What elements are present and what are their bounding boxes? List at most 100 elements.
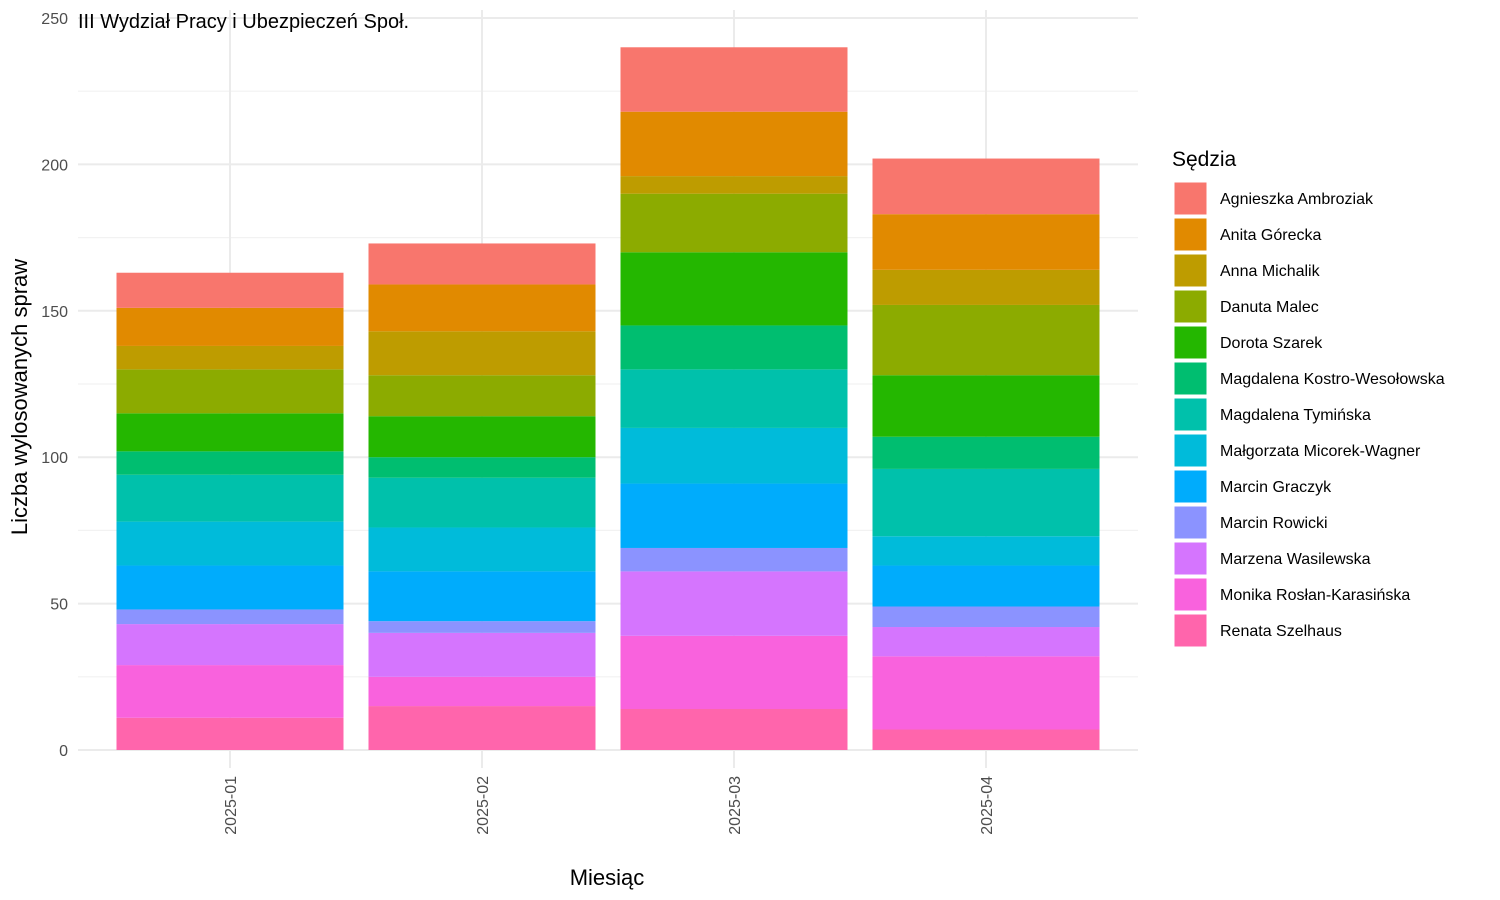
legend-swatch	[1173, 577, 1208, 612]
bar-segment	[116, 665, 344, 718]
bar-segment	[872, 729, 1100, 750]
y-tick-label: 200	[41, 157, 68, 174]
x-axis-ticks: 2025-01 2025-02 2025-03 2025-04	[223, 776, 996, 835]
bar-segment	[872, 269, 1100, 305]
y-tick-label: 50	[50, 597, 68, 614]
bar-segment	[872, 606, 1100, 628]
bar-segment	[368, 477, 596, 528]
legend-swatch	[1173, 541, 1208, 576]
bar-segment	[116, 474, 344, 522]
legend-item: Magdalena Kostro-Wesołowska	[1173, 361, 1445, 396]
legend-label: Marcin Rowicki	[1220, 515, 1328, 532]
bar-segment	[116, 565, 344, 610]
legend-swatch	[1173, 217, 1208, 252]
legend-item: Danuta Malec	[1173, 289, 1319, 324]
bar-segment	[872, 656, 1100, 730]
legend-label: Marcin Graczyk	[1220, 479, 1332, 496]
legend-label: Magdalena Kostro-Wesołowska	[1220, 371, 1445, 388]
chart-title: III Wydział Pracy i Ubezpieczeń Społ.	[78, 11, 409, 33]
bar-segment	[872, 214, 1100, 270]
bar-segment	[368, 706, 596, 750]
bar-segment	[620, 252, 848, 326]
y-axis-ticks: 0 50 100 150 200 250	[41, 11, 68, 760]
bar-segment	[872, 468, 1100, 537]
legend-swatch	[1173, 181, 1208, 216]
bar-segment	[116, 413, 344, 452]
bar-segment	[872, 627, 1100, 657]
bar-segment	[116, 451, 344, 475]
legend-swatch	[1173, 325, 1208, 360]
bar-segment	[368, 243, 596, 285]
bar-segment	[116, 272, 344, 308]
y-tick-label: 250	[41, 11, 68, 28]
bar-segment	[620, 709, 848, 750]
legend-swatch	[1173, 433, 1208, 468]
bar-segment	[620, 193, 848, 253]
bar-segment	[368, 457, 596, 478]
bar-segment	[116, 521, 344, 566]
x-tick-label: 2025-01	[223, 776, 240, 835]
legend-title: Sędzia	[1172, 148, 1237, 171]
legend-swatch	[1173, 505, 1208, 540]
bar-segment	[620, 635, 848, 710]
bar-segment	[368, 284, 596, 332]
legend-item: Marzena Wasilewska	[1173, 541, 1371, 576]
legend-label: Renata Szelhaus	[1220, 623, 1342, 640]
y-axis-label: Liczba wylosowanych spraw	[7, 259, 32, 535]
bar-segment	[368, 676, 596, 707]
bar-segment	[116, 609, 344, 625]
legend-item: Renata Szelhaus	[1173, 613, 1342, 648]
legend-swatch	[1173, 613, 1208, 648]
bar-segment	[368, 331, 596, 376]
bar-segment	[116, 369, 344, 414]
y-tick-label: 100	[41, 450, 68, 467]
bar-segment	[368, 527, 596, 572]
legend-item: Magdalena Tymińska	[1173, 397, 1371, 432]
legend-label: Marzena Wasilewska	[1220, 551, 1371, 568]
bar-segment	[620, 571, 848, 636]
bar-segment	[620, 369, 848, 428]
legend-item: Anna Michalik	[1173, 253, 1321, 288]
legend-swatch	[1173, 361, 1208, 396]
bar-segment	[620, 111, 848, 177]
x-tick-label: 2025-04	[979, 776, 996, 835]
legend-label: Anita Górecka	[1220, 227, 1321, 244]
bar-segment	[368, 632, 596, 677]
bars	[116, 47, 1100, 750]
bar-segment	[116, 624, 344, 666]
y-tick-label: 150	[41, 304, 68, 321]
legend-label: Anna Michalik	[1220, 263, 1321, 280]
legend-label: Magdalena Tymińska	[1220, 407, 1371, 424]
legend-label: Dorota Szarek	[1220, 335, 1323, 352]
bar-segment	[116, 307, 344, 346]
bar-segment	[872, 304, 1100, 376]
bar-segment	[620, 176, 848, 194]
legend-label: Monika Rosłan-Karasińska	[1220, 587, 1410, 604]
legend-item: Małgorzata Micorek-Wagner	[1173, 433, 1421, 468]
legend-item: Agnieszka Ambroziak	[1173, 181, 1374, 216]
bar-segment	[872, 436, 1100, 469]
legend-items: Agnieszka Ambroziak Anita Górecka Anna Mic…	[1173, 181, 1445, 648]
legend-swatch	[1173, 469, 1208, 504]
bar-segment	[116, 717, 344, 750]
legend-item: Marcin Graczyk	[1173, 469, 1332, 504]
bar-segment	[368, 621, 596, 633]
bar-segment	[872, 158, 1100, 215]
bar-segment	[620, 47, 848, 112]
bar-segment	[368, 416, 596, 458]
legend-label: Małgorzata Micorek-Wagner	[1220, 443, 1421, 460]
legend-swatch	[1173, 253, 1208, 288]
legend-label: Agnieszka Ambroziak	[1220, 191, 1374, 208]
legend-label: Danuta Malec	[1220, 299, 1319, 316]
legend-swatch	[1173, 397, 1208, 432]
bar-segment	[620, 427, 848, 484]
bar-segment	[368, 375, 596, 417]
legend-swatch	[1173, 289, 1208, 324]
bar-segment	[368, 571, 596, 622]
legend-item: Anita Górecka	[1173, 217, 1321, 252]
x-axis-label: Miesiąc	[570, 865, 645, 890]
x-tick-label: 2025-02	[475, 776, 492, 835]
bar-segment	[872, 536, 1100, 566]
